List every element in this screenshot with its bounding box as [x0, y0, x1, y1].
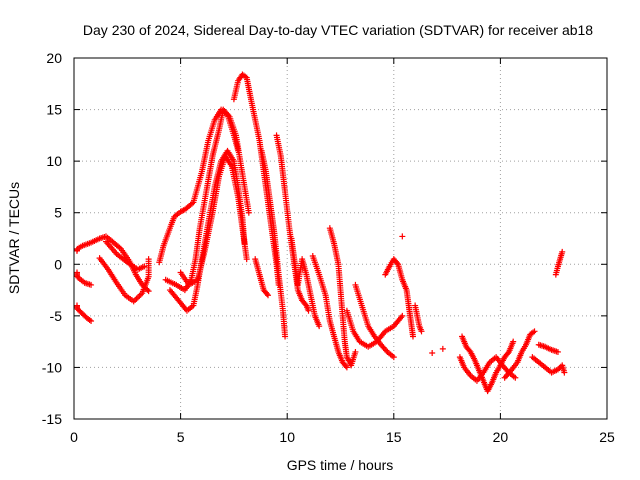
data-point [510, 338, 517, 345]
data-point [343, 364, 350, 371]
data-point [393, 259, 400, 266]
data-point [88, 318, 95, 325]
data-point [390, 354, 397, 361]
data-point [145, 288, 152, 295]
y-tick-label: 0 [54, 256, 62, 272]
data-point [439, 345, 446, 352]
data-point [409, 333, 416, 340]
y-tick-label: -10 [42, 359, 62, 375]
data-point [554, 348, 561, 355]
data-point [561, 369, 568, 376]
y-tick-label: 10 [46, 153, 62, 169]
data-point [141, 263, 148, 270]
data-point [429, 349, 436, 356]
data-point [265, 292, 272, 299]
plot-frame [73, 57, 608, 420]
y-tick-label: 20 [46, 50, 62, 66]
data-point [512, 374, 519, 381]
data-points [74, 71, 568, 395]
data-point [88, 281, 95, 288]
x-tick-label: 0 [70, 429, 78, 445]
y-tick-label: 15 [46, 102, 62, 118]
x-tick-label: 20 [493, 429, 509, 445]
y-tick-label: 5 [54, 205, 62, 221]
data-point [263, 290, 270, 297]
data-point [559, 248, 566, 255]
chart-title: Day 230 of 2024, Sidereal Day-to-day VTE… [83, 22, 593, 38]
x-tick-label: 10 [279, 429, 295, 445]
data-point [352, 348, 359, 355]
data-point [145, 256, 152, 263]
tick-labels: 0 5 10 15 20 25 -15 -10 -5 0 5 10 15 20 [42, 50, 615, 445]
data-point [418, 328, 425, 335]
x-tick-label: 25 [599, 429, 615, 445]
x-tick-label: 5 [177, 429, 185, 445]
data-point [282, 333, 289, 340]
data-point [316, 323, 323, 330]
data-point [531, 328, 538, 335]
data-point [504, 350, 511, 357]
data-point [305, 307, 312, 314]
y-axis-title: SDTVAR / TECUs [6, 182, 22, 294]
data-point [302, 301, 309, 308]
data-point [399, 233, 406, 240]
data-point [245, 209, 252, 216]
y-tick-label: -5 [50, 308, 63, 324]
data-point [243, 256, 250, 263]
x-tick-label: 15 [386, 429, 402, 445]
grid [74, 58, 607, 419]
y-tick-label: -15 [42, 411, 62, 427]
data-point [342, 363, 349, 370]
x-axis-title: GPS time / hours [287, 457, 394, 473]
data-point [399, 312, 406, 319]
